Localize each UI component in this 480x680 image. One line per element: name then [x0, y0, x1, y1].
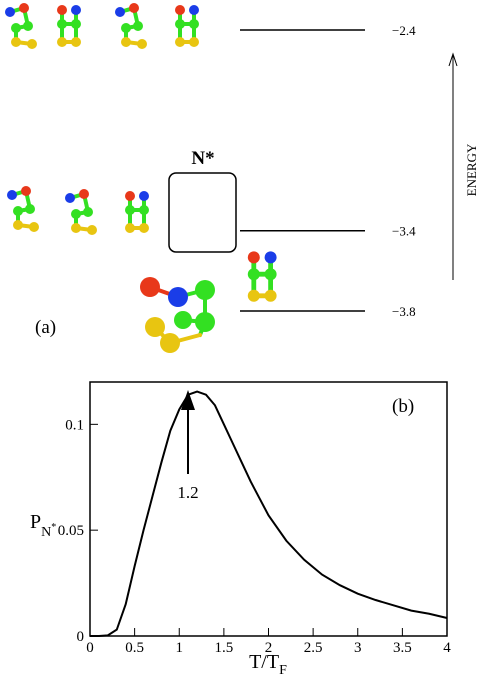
molecule [248, 251, 277, 301]
y-axis-label-sub: N [41, 525, 51, 540]
molecule [55, 3, 83, 49]
line-series [90, 390, 448, 637]
y-tick-label: 0.05 [58, 523, 84, 539]
x-tick-label: 1.5 [215, 640, 234, 656]
x-tick-label: 0.5 [125, 640, 144, 656]
molecule [173, 3, 201, 49]
x-axis-label-sub: F [279, 663, 287, 678]
annotation: 1.2 [177, 483, 198, 502]
annotation-arrowhead [181, 390, 195, 410]
x-axis-label-main: T/T [249, 651, 279, 673]
x-tick-label: 0 [86, 640, 94, 656]
molecule [5, 184, 41, 234]
y-axis-label: PN* [30, 511, 56, 540]
panel-label: (a) [35, 317, 56, 338]
x-tick-label: 2.5 [304, 640, 323, 656]
plot-frame [89, 381, 448, 637]
energy-level-label: −3.4 [392, 224, 416, 239]
molecule [63, 187, 99, 237]
x-tick-label: 3 [354, 640, 362, 656]
y-tick-label: 0.1 [65, 417, 84, 433]
highlight-label: N* [191, 148, 214, 169]
x-tick-label: 1 [176, 640, 184, 656]
x-tick-label: 3.5 [393, 640, 412, 656]
molecule [3, 1, 39, 51]
x-tick-label: 4 [443, 640, 451, 656]
molecule [123, 189, 151, 235]
panel-label: (b) [392, 396, 414, 417]
highlight-box [168, 172, 237, 253]
ground-molecule [140, 277, 215, 353]
molecule [113, 1, 149, 51]
y-axis-label-sup: * [51, 522, 56, 533]
y-axis-label-main: P [30, 511, 41, 533]
x-tick-label: 2 [265, 640, 273, 656]
energy-level-label: −3.8 [392, 304, 416, 319]
x-axis-label: T/TF [249, 651, 287, 678]
energy-level-label: −2.4 [392, 23, 416, 38]
y-tick-label: 0 [77, 629, 85, 645]
energy-axis-label: ENERGY [464, 143, 479, 196]
energy-arrowhead [448, 52, 458, 67]
